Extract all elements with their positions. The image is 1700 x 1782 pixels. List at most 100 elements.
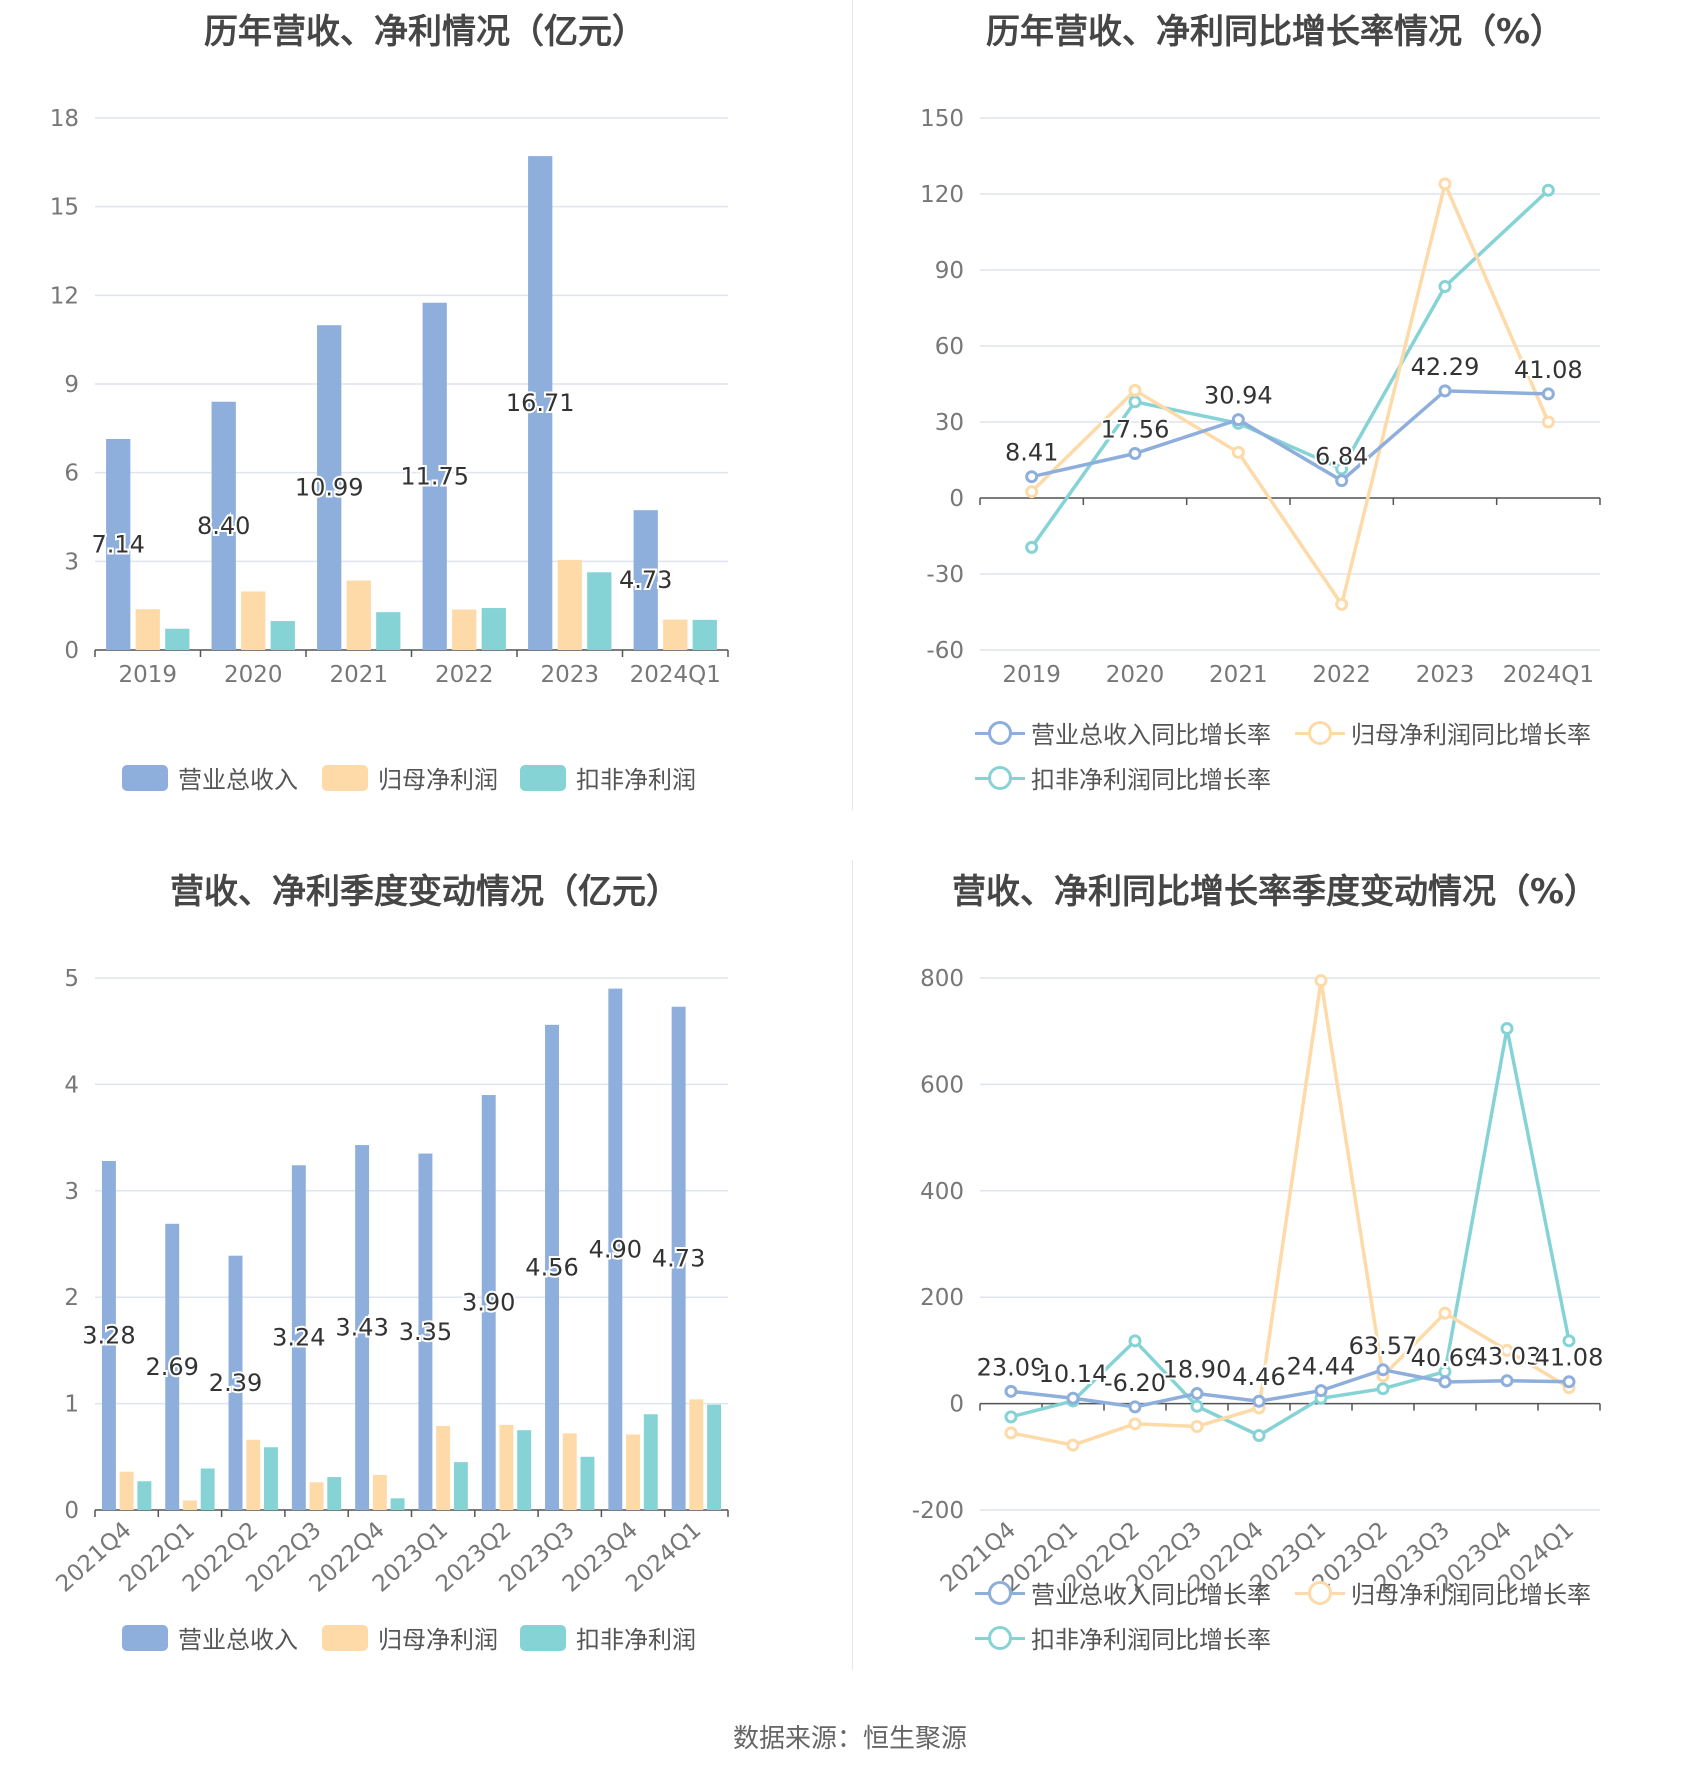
divider	[852, 0, 853, 810]
data-label: 4.56	[525, 1253, 578, 1281]
bar	[545, 1024, 559, 1510]
legend-item-net-profit-growth[interactable]: 归母净利润同比增长率	[1295, 1575, 1591, 1610]
legend-item-deducted-profit-growth[interactable]: 扣非净利润同比增长率	[975, 1620, 1271, 1655]
data-point	[1541, 183, 1555, 197]
data-label: 17.56	[1101, 416, 1170, 444]
data-label: 3.24	[272, 1324, 325, 1352]
y-tick-label: 800	[920, 966, 964, 992]
data-label: 3.43	[335, 1314, 388, 1342]
data-point	[1128, 395, 1142, 409]
data-point	[1335, 474, 1349, 488]
legend-item-revenue[interactable]: 营业总收入	[122, 760, 298, 795]
data-label: 3.90	[462, 1289, 515, 1317]
legend-item-revenue-growth[interactable]: 营业总收入同比增长率	[975, 1575, 1271, 1610]
legend-item-net-profit[interactable]: 归母净利润	[322, 1620, 498, 1655]
data-point	[1438, 279, 1452, 293]
bar	[241, 591, 266, 650]
legend-swatch	[975, 765, 1025, 791]
bar	[119, 1471, 134, 1510]
data-label: 30.94	[1204, 382, 1273, 410]
bar	[200, 1468, 215, 1510]
chart-legend: 营业总收入 归母净利润 扣非净利润	[0, 1620, 850, 1660]
data-point	[1314, 1384, 1328, 1398]
legend-swatch	[1295, 720, 1345, 746]
bar	[689, 1399, 704, 1510]
legend-swatch	[975, 720, 1025, 746]
data-point	[1314, 974, 1328, 988]
y-tick-label: 0	[64, 638, 79, 664]
annual-revenue-profit-panel: 历年营收、净利情况（亿元） 0 3 6 9 12 15 18 2019 7.14 2020 8.40…	[0, 0, 850, 860]
data-label: 8.41	[1005, 439, 1058, 467]
bar	[707, 1404, 722, 1510]
bar	[643, 1414, 658, 1510]
quarterly-growth-panel: 营收、净利同比增长率季度变动情况（%） -200 0 200 400 600 800 202…	[850, 860, 1700, 1720]
x-tick-label: 2023	[1416, 662, 1475, 688]
legend-item-net-profit[interactable]: 归母净利润	[322, 760, 498, 795]
data-label: 2.39	[209, 1369, 262, 1397]
data-label: 4.90	[589, 1235, 642, 1263]
data-point	[1004, 1410, 1018, 1424]
data-label: 8.40	[197, 512, 250, 540]
legend-item-deducted-profit-growth[interactable]: 扣非净利润同比增长率	[975, 760, 1271, 795]
bar	[106, 438, 131, 650]
legend-item-revenue-growth[interactable]: 营业总收入同比增长率	[975, 715, 1271, 750]
y-tick-label: 600	[920, 1072, 964, 1098]
y-tick-label: 200	[920, 1285, 964, 1311]
y-tick-label: 0	[64, 1498, 79, 1524]
data-label: 41.08	[1535, 1344, 1604, 1372]
data-point	[1025, 470, 1039, 484]
data-point	[1541, 387, 1555, 401]
data-point	[1128, 383, 1142, 397]
data-label: 42.29	[1411, 353, 1480, 381]
series-line	[1010, 980, 1570, 1447]
y-tick-label: 150	[920, 106, 964, 132]
data-label: -6.20	[1104, 1369, 1166, 1397]
data-label: 4.73	[652, 1244, 705, 1272]
data-point	[1500, 1343, 1514, 1357]
data-point	[1066, 1391, 1080, 1405]
data-label: 10.14	[1039, 1360, 1108, 1388]
bar	[355, 1145, 370, 1510]
y-tick-label: 0	[949, 1392, 964, 1418]
data-point	[1190, 1387, 1204, 1401]
legend-label: 营业总收入同比增长率	[1031, 721, 1271, 749]
y-tick-label: 120	[920, 182, 964, 208]
chart-legend: 营业总收入 归母净利润 扣非净利润	[0, 760, 850, 800]
legend-item-deducted-profit[interactable]: 扣非净利润	[520, 1620, 696, 1655]
series-line	[1010, 1367, 1570, 1409]
legend-item-deducted-profit[interactable]: 扣非净利润	[520, 760, 696, 795]
data-point	[1438, 1306, 1452, 1320]
data-source: 数据来源：恒生聚源	[732, 1724, 967, 1754]
legend-label: 归母净利润	[378, 766, 498, 794]
bar	[327, 1477, 342, 1510]
data-label: 3.35	[399, 1318, 452, 1346]
data-label: 43.03	[1473, 1343, 1542, 1371]
legend-label: 扣非净利润同比增长率	[1031, 766, 1271, 794]
data-label: 63.57	[1349, 1332, 1418, 1360]
y-tick-label: 3	[64, 549, 79, 575]
legend-item-net-profit-growth[interactable]: 归母净利润同比增长率	[1295, 715, 1591, 750]
y-tick-label: -60	[926, 638, 964, 664]
bar	[436, 1425, 451, 1510]
chart-title: 营收、净利季度变动情况（亿元）	[170, 872, 680, 912]
chart-legend: 营业总收入同比增长率 归母净利润同比增长率 扣非净利润同比增长率	[850, 715, 1700, 805]
legend-label: 营业总收入	[178, 766, 298, 794]
legend-label: 营业总收入同比增长率	[1031, 1581, 1271, 1609]
bar	[587, 572, 612, 650]
data-point	[1025, 540, 1039, 554]
data-point	[1541, 415, 1555, 429]
bar	[580, 1456, 595, 1510]
annual-growth-line-chart: -60 -30 0 30 60 90 120 150 2019 2020 2021 2022 2023 2…	[920, 106, 1601, 688]
bar	[608, 988, 623, 1510]
y-tick-label: 15	[50, 195, 79, 221]
bar	[633, 510, 658, 650]
legend-swatch	[322, 764, 368, 791]
data-point	[1376, 1382, 1390, 1396]
data-point	[1128, 1400, 1142, 1414]
bar	[165, 1223, 180, 1510]
bar	[528, 156, 553, 651]
data-point	[1128, 447, 1142, 461]
data-point	[1066, 1438, 1080, 1452]
legend-label: 扣非净利润	[576, 1626, 696, 1654]
legend-item-revenue[interactable]: 营业总收入	[122, 1620, 298, 1655]
